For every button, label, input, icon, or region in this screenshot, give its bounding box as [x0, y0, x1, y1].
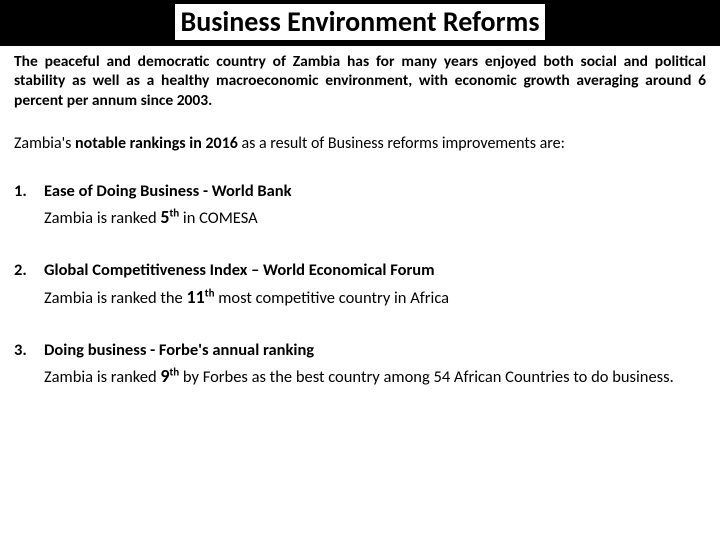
- list-body: Ease of Doing Business - World Bank Zamb…: [44, 179, 706, 232]
- item-line2-post: most competitive country in Africa: [214, 288, 449, 308]
- item-title: Doing business - Forbe's annual ranking: [44, 340, 314, 360]
- page-title: Business Environment Reforms: [175, 4, 546, 42]
- item-line2-post: by Forbes as the best country among 54 A…: [179, 367, 674, 387]
- title-bar: Business Environment Reforms: [0, 0, 720, 46]
- subheading-bold: notable rankings in 2016: [75, 134, 238, 153]
- list-number: 3.: [14, 338, 44, 391]
- item-title: Global Competitiveness Index – World Eco…: [44, 260, 435, 280]
- item-line2-pre: Zambia is ranked the: [44, 288, 187, 308]
- list-number: 2.: [14, 258, 44, 311]
- list-item: 3. Doing business - Forbe's annual ranki…: [14, 338, 706, 391]
- content-area: The peaceful and democratic country of Z…: [0, 46, 720, 391]
- item-line2-pre: Zambia is ranked: [44, 367, 160, 387]
- subheading-prefix: Zambia's: [14, 134, 75, 153]
- item-line2-pre: Zambia is ranked: [44, 208, 160, 228]
- list-body: Global Competitiveness Index – World Eco…: [44, 258, 706, 311]
- item-line2-post: in COMESA: [179, 208, 258, 228]
- item-ordinal: th: [205, 286, 215, 299]
- item-rank: 11: [187, 286, 205, 308]
- item-ordinal: th: [169, 207, 179, 220]
- list-item: 1. Ease of Doing Business - World Bank Z…: [14, 179, 706, 232]
- list-item: 2. Global Competitiveness Index – World …: [14, 258, 706, 311]
- rankings-list: 1. Ease of Doing Business - World Bank Z…: [14, 179, 706, 391]
- item-ordinal: th: [169, 366, 179, 379]
- intro-paragraph: The peaceful and democratic country of Z…: [14, 52, 706, 110]
- list-number: 1.: [14, 179, 44, 232]
- subheading-suffix: as a result of Business reforms improvem…: [238, 134, 565, 153]
- item-title: Ease of Doing Business - World Bank: [44, 181, 292, 201]
- subheading: Zambia's notable rankings in 2016 as a r…: [14, 134, 706, 155]
- list-body: Doing business - Forbe's annual ranking …: [44, 338, 706, 391]
